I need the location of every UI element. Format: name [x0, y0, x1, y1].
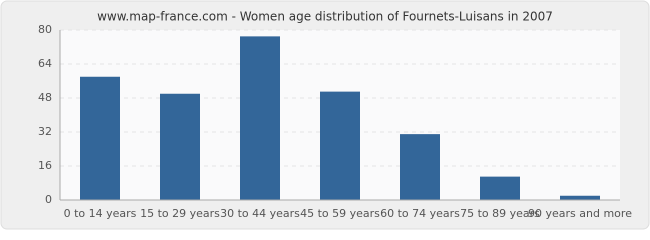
y-tick-label: 16 — [38, 159, 52, 172]
x-tick-label: 30 to 44 years — [220, 207, 300, 220]
x-tick-label: 60 to 74 years — [380, 207, 460, 220]
bar — [80, 76, 120, 200]
y-tick-label: 0 — [45, 193, 52, 206]
y-tick-label: 48 — [38, 91, 52, 104]
y-tick-label: 80 — [38, 23, 52, 36]
x-tick-label: 90 years and more — [528, 207, 632, 220]
y-tick-label: 64 — [38, 57, 52, 70]
page: www.map-france.com - Women age distribut… — [0, 0, 650, 230]
bar — [240, 36, 280, 200]
bar — [160, 93, 200, 200]
bar — [480, 176, 520, 200]
x-tick-label: 45 to 59 years — [300, 207, 380, 220]
y-tick-label: 32 — [38, 125, 52, 138]
chart: www.map-france.com - Women age distribut… — [0, 0, 650, 230]
x-tick-label: 75 to 89 years — [460, 207, 540, 220]
x-tick-label: 15 to 29 years — [140, 207, 220, 220]
bar — [400, 134, 440, 200]
x-tick-label: 0 to 14 years — [64, 207, 137, 220]
chart-title: www.map-france.com - Women age distribut… — [97, 10, 553, 24]
bar — [320, 91, 360, 200]
bar — [560, 195, 600, 200]
